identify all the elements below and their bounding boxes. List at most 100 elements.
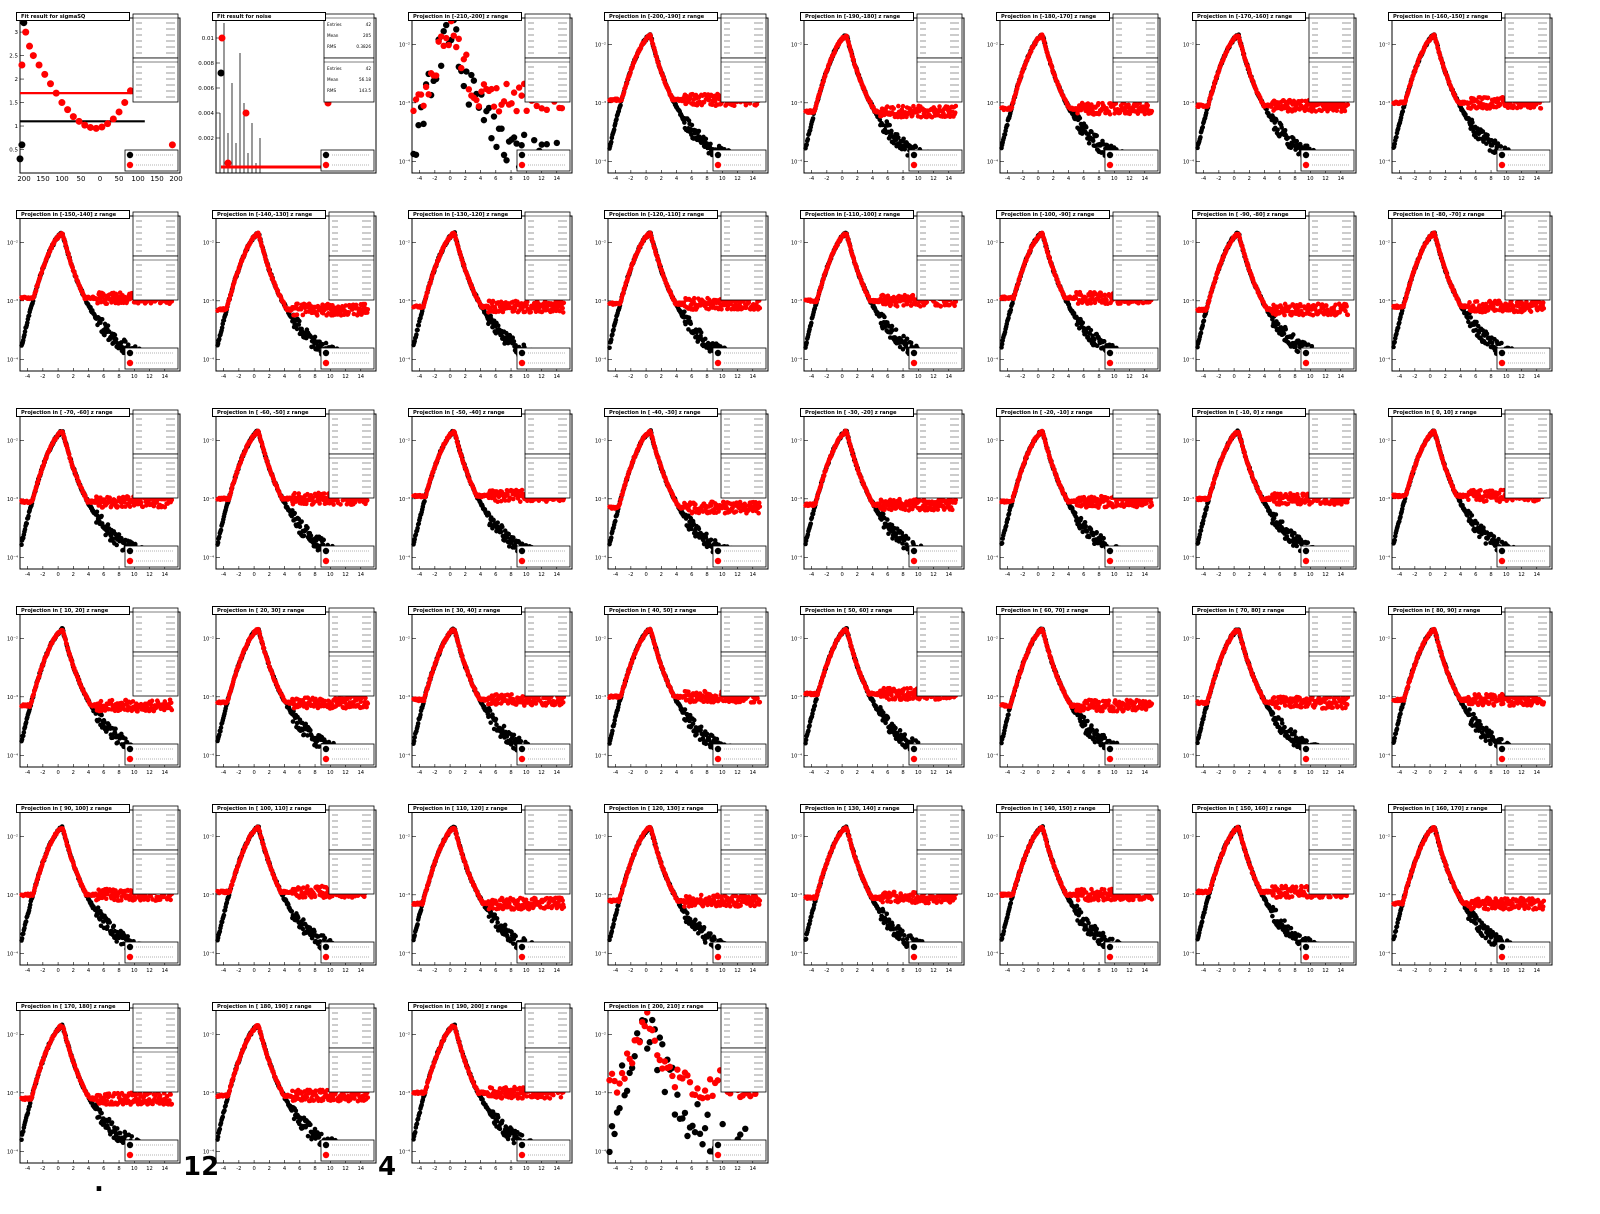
point-red	[503, 80, 510, 88]
point-black	[16, 155, 24, 163]
legend-box	[124, 149, 179, 172]
x-tick-label: 8	[1293, 176, 1296, 182]
y-tick-label: 1	[15, 124, 19, 130]
chart-pad: 10⁻² 10⁻³ 10⁻⁴ -4 -2 0 2 4 6 8 10 12 14 Projection in…	[784, 0, 980, 198]
legend-box	[124, 347, 179, 370]
y-tick-label: 10⁻³	[791, 101, 802, 107]
x-tick-label: 10	[719, 374, 726, 380]
point-black	[805, 136, 811, 142]
legend-box	[516, 149, 571, 172]
point-red	[428, 278, 434, 284]
point-red	[351, 311, 357, 317]
x-tick-label: 6	[690, 176, 693, 182]
point-red	[455, 35, 462, 43]
y-tick-label: 10⁻³	[1183, 101, 1194, 107]
point-black	[415, 121, 422, 129]
x-tick-label: 4	[1067, 176, 1071, 182]
y-tick-label: 10⁻⁴	[791, 159, 802, 165]
point-red	[1485, 95, 1491, 101]
point-black	[877, 117, 883, 123]
chart-svg: 10⁻²10⁻³10⁻⁴-4 -2 0 2 4 6 8 10 12 14	[1379, 13, 1553, 182]
point-black	[696, 128, 702, 134]
stats-box-2	[328, 255, 375, 301]
stat-label: Entries	[327, 66, 342, 71]
x-tick-label: -4	[613, 176, 619, 182]
point-red	[437, 33, 445, 40]
x-tick-label: 0	[644, 176, 647, 182]
chart-title: Projection in [-160,-150] z range	[1388, 12, 1502, 21]
x-tick-label: -2	[1216, 176, 1221, 182]
point-red	[432, 72, 440, 79]
series-red	[1195, 33, 1351, 114]
point-black	[297, 318, 302, 324]
x-tick-label: 2	[660, 176, 663, 182]
y-tick-label: 10⁻⁴	[595, 357, 606, 363]
point-red	[1126, 102, 1131, 108]
x-tick-label: -4	[809, 176, 815, 182]
y-tick-label: 10⁻³	[1379, 101, 1390, 107]
point-black	[1002, 132, 1008, 137]
point-red	[480, 81, 488, 88]
x-tick-label: 12	[538, 374, 545, 380]
x-tick-label: 14	[1533, 176, 1540, 182]
chart-title: Projection in [-200,-190] z range	[604, 12, 718, 21]
point-red	[533, 102, 540, 110]
point-black	[695, 336, 701, 342]
point-red	[1302, 108, 1308, 114]
point-black	[25, 320, 30, 325]
point-red	[473, 96, 480, 104]
point-black	[440, 27, 447, 35]
x-tick-label: 4	[87, 374, 91, 380]
y-tick-label: 10⁻³	[7, 299, 18, 305]
point-black	[493, 143, 500, 151]
chart-title: Projection in [-210,-200] z range	[408, 12, 522, 21]
legend-box	[320, 347, 375, 370]
x-tick-label: -4	[417, 176, 423, 182]
y-tick-label: 10⁻⁴	[203, 357, 214, 363]
point-red	[420, 102, 427, 109]
x-tick-label: 2	[464, 176, 467, 182]
point-black	[1090, 138, 1096, 144]
stats-box-1	[328, 211, 375, 257]
x-tick-label: 0	[252, 374, 255, 380]
point-black	[1285, 135, 1291, 141]
chart-title: Projection in [-150,-140] z range	[16, 210, 130, 219]
chart-pad: 10⁻² 10⁻³ 10⁻⁴ -4 -2 0 2 4 6 8 10 12 14 Projection in…	[980, 0, 1176, 198]
point-red	[300, 312, 306, 318]
y-tick-label: 10⁻²	[595, 42, 606, 48]
x-tick-label: -2	[40, 374, 45, 380]
y-tick-label: 10⁻³	[399, 101, 410, 107]
point-red	[445, 41, 452, 49]
point-black	[1394, 134, 1399, 140]
point-red	[495, 108, 503, 115]
legend-box	[908, 149, 963, 172]
point-red	[1497, 102, 1503, 107]
x-tick-label: 150	[36, 175, 49, 183]
point-black	[498, 125, 505, 132]
point-black	[470, 77, 478, 84]
chart-title: Fit result for noise	[212, 12, 326, 21]
point-black	[480, 116, 488, 124]
point-red	[478, 88, 485, 95]
point-red	[661, 76, 667, 82]
point-red	[81, 121, 89, 129]
point-red	[104, 120, 112, 128]
point-black	[294, 326, 300, 332]
stat-value: 42	[366, 66, 372, 71]
x-tick-label: 0	[840, 176, 843, 182]
point-red	[64, 106, 72, 114]
point-red	[29, 52, 37, 60]
chart-title: Projection in [-170,-160] z range	[1192, 12, 1306, 21]
x-tick-label: 10	[131, 374, 138, 380]
x-tick-label: 6	[102, 374, 105, 380]
y-tick-label: 10⁻⁴	[1379, 159, 1390, 165]
stats-box-1	[720, 13, 767, 59]
x-tick-label: 10	[523, 374, 530, 380]
x-tick-label: -2	[432, 374, 437, 380]
point-red	[315, 313, 320, 318]
x-tick-label: 200	[169, 175, 182, 183]
point-black	[610, 332, 615, 337]
y-tick-label: 10⁻⁴	[1183, 159, 1194, 165]
